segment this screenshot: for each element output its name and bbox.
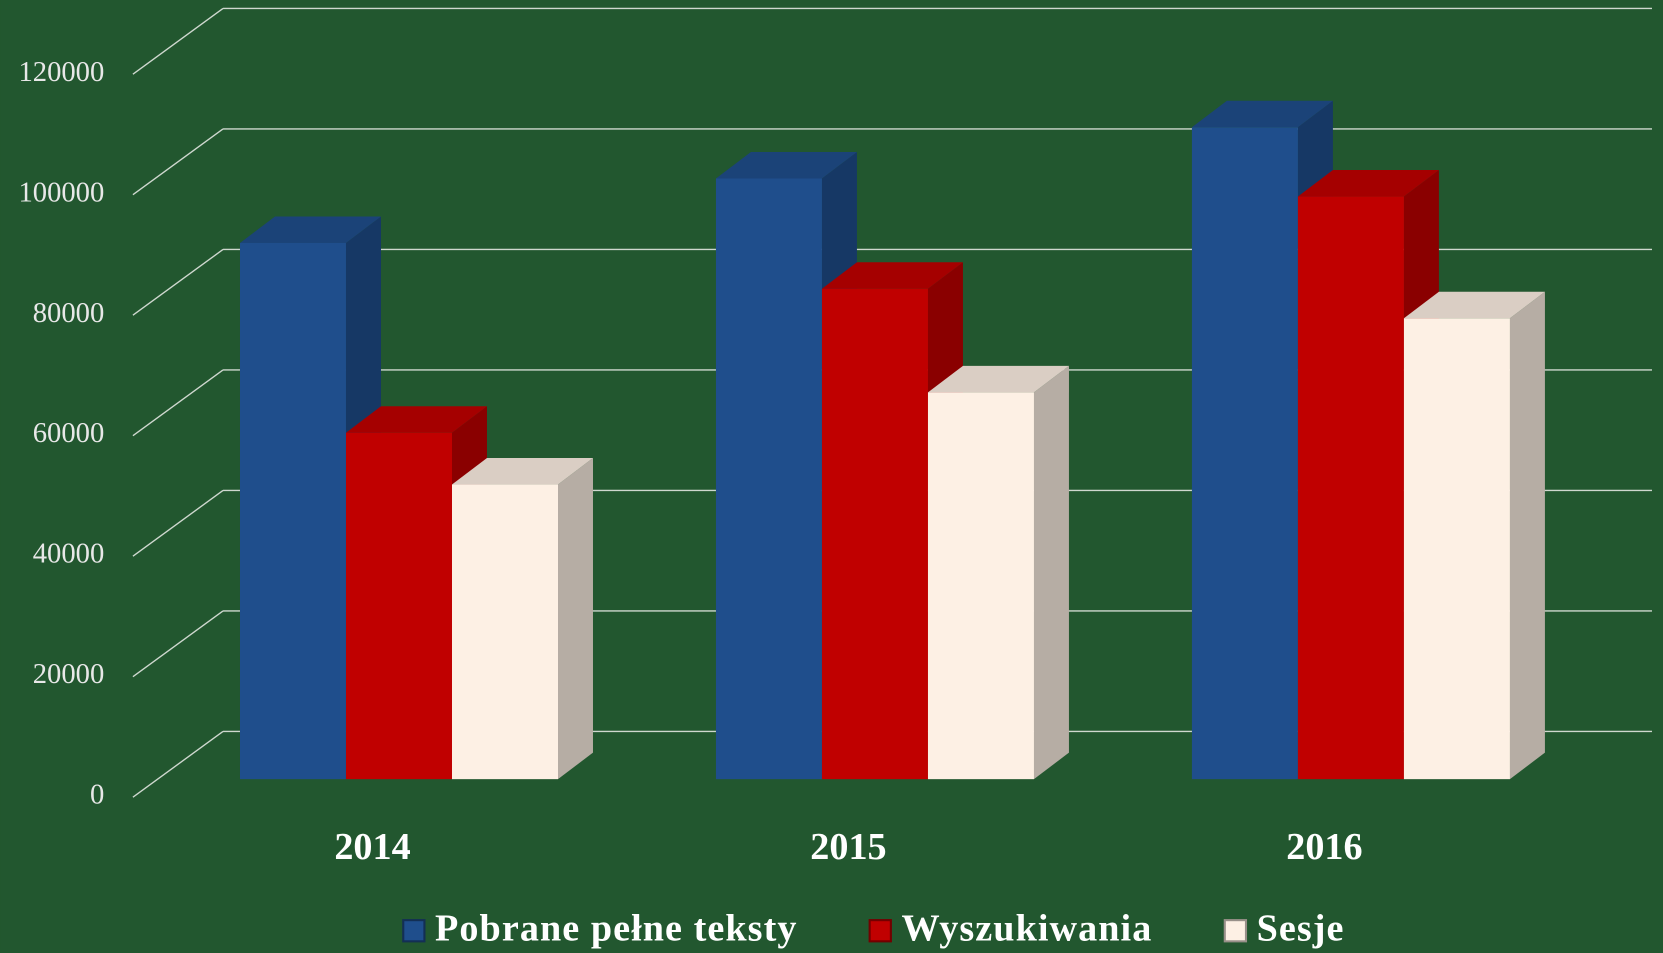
- bar-top: [451, 458, 593, 485]
- grid-line-diagonal: [132, 610, 224, 678]
- grid-line-diagonal: [132, 369, 224, 437]
- x-tick-label: 2014: [334, 826, 410, 868]
- x-tick-label: 2015: [810, 826, 886, 868]
- legend-label: Pobrane pełne teksty: [435, 908, 797, 950]
- grid-line-diagonal: [132, 128, 224, 196]
- bar-side: [1033, 365, 1069, 780]
- legend-label: Sesje: [1257, 908, 1345, 950]
- bar-side: [1509, 291, 1545, 780]
- y-tick-label: 120000: [18, 56, 104, 88]
- bar: [1403, 318, 1510, 780]
- grid-line-diagonal: [132, 248, 224, 316]
- bar-top: [821, 262, 963, 289]
- bar: [451, 484, 559, 780]
- grid-line-diagonal: [132, 7, 224, 75]
- legend-swatch: [868, 919, 892, 943]
- bar: [1297, 196, 1404, 780]
- bar: [239, 242, 346, 780]
- x-tick-label: 2016: [1286, 826, 1362, 868]
- y-tick-label: 20000: [33, 658, 105, 690]
- bar: [345, 432, 452, 780]
- bar: [715, 178, 822, 780]
- bar-side: [558, 458, 593, 780]
- grid-line-diagonal: [132, 489, 224, 557]
- y-tick-label: 60000: [33, 417, 105, 449]
- bar: [1191, 127, 1298, 780]
- y-tick-label: 0: [90, 779, 104, 811]
- legend-swatch: [402, 919, 426, 943]
- bar-top: [927, 365, 1069, 393]
- bar-top: [1403, 291, 1545, 319]
- bar: [821, 288, 928, 780]
- grid-line-diagonal: [132, 730, 224, 798]
- bar-top: [715, 151, 857, 179]
- legend-swatch: [1223, 919, 1248, 943]
- y-tick-label: 40000: [33, 538, 105, 570]
- bar: [927, 392, 1034, 780]
- y-tick-label: 80000: [33, 297, 105, 329]
- bar-top: [239, 216, 381, 243]
- legend-label: Wyszukiwania: [901, 908, 1152, 950]
- bar-top: [1191, 100, 1333, 128]
- bar-top: [1297, 170, 1439, 197]
- y-tick-label: 100000: [18, 176, 104, 208]
- bar-top: [345, 406, 487, 433]
